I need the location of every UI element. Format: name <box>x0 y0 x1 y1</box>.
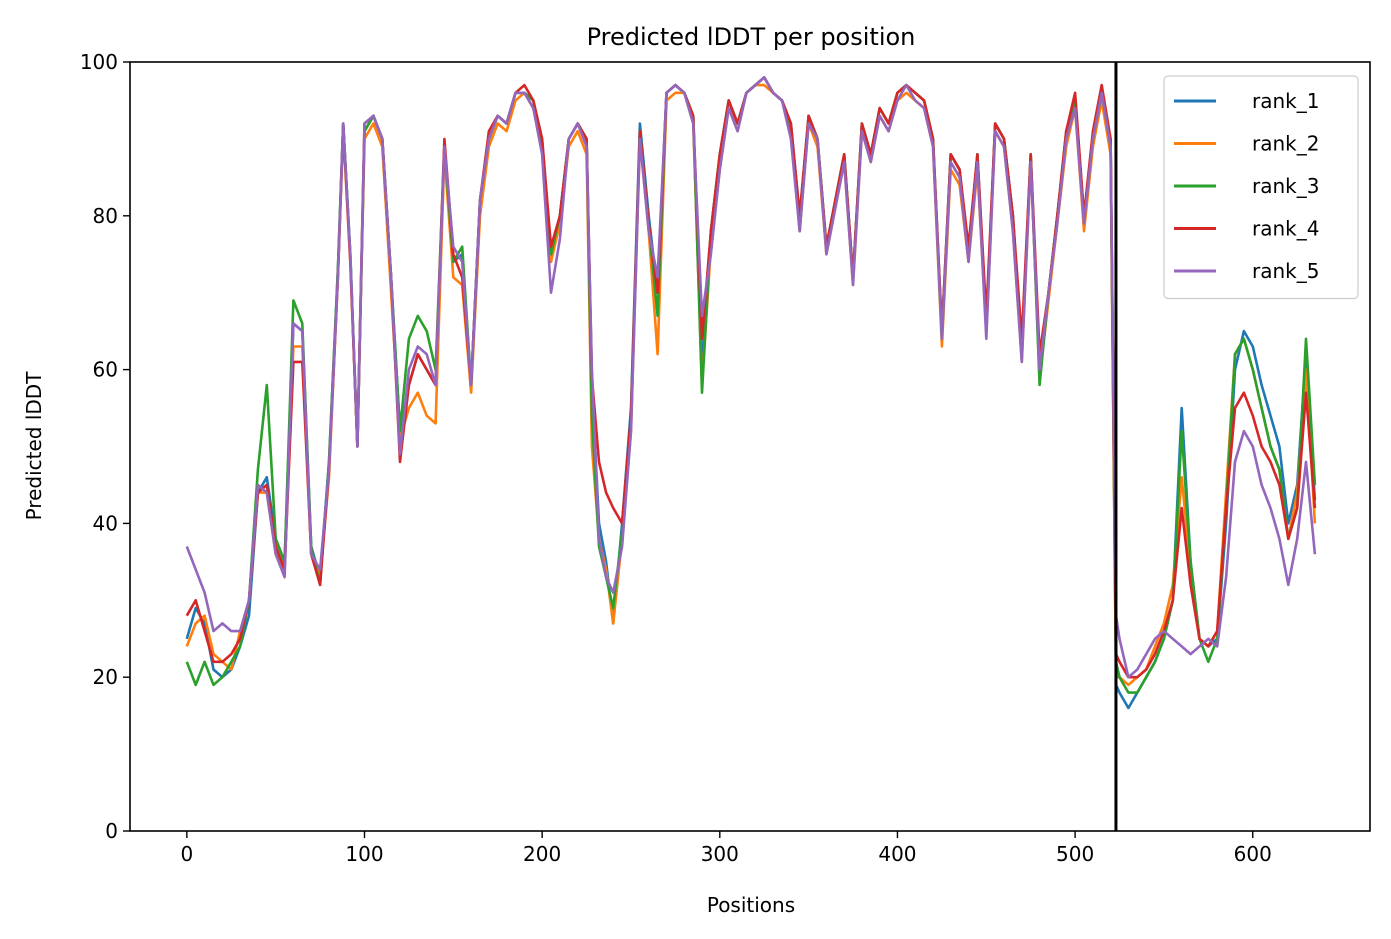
y-tick-label: 40 <box>93 511 118 535</box>
legend-box <box>1163 75 1359 300</box>
x-tick-label: 400 <box>878 842 916 866</box>
x-tick-label: 500 <box>1056 842 1094 866</box>
legend-label-rank_3: rank_3 <box>1252 174 1319 198</box>
legend-label-rank_5: rank_5 <box>1252 259 1319 283</box>
legend-label-rank_1: rank_1 <box>1252 89 1319 113</box>
series-lines <box>185 76 1317 710</box>
legend: rank_1 rank_2 rank_3 rank_4 rank_5 <box>1163 75 1359 300</box>
y-tick-label: 100 <box>80 50 118 74</box>
x-tick-label: 200 <box>523 842 561 866</box>
x-tick-label: 300 <box>701 842 739 866</box>
legend-label-rank_2: rank_2 <box>1252 132 1319 156</box>
chart-title: Predicted lDDT per position <box>587 23 916 51</box>
y-tick-label: 80 <box>93 204 118 228</box>
x-tick-label: 100 <box>345 842 383 866</box>
series-line-rank_5 <box>185 76 1317 679</box>
y-tick-label: 20 <box>93 665 118 689</box>
y-axis-label: Predicted lDDT <box>22 371 46 521</box>
x-axis-label: Positions <box>707 893 795 917</box>
y-tick-label: 60 <box>93 358 118 382</box>
plot-frame <box>129 61 1371 832</box>
x-tick-label: 600 <box>1234 842 1272 866</box>
y-tick-label: 0 <box>105 819 118 843</box>
legend-label-rank_4: rank_4 <box>1252 217 1319 241</box>
axes: 0 100 200 300 400 500 600 0 20 40 60 80 100 <box>80 50 1371 866</box>
x-tick-label: 0 <box>180 842 193 866</box>
